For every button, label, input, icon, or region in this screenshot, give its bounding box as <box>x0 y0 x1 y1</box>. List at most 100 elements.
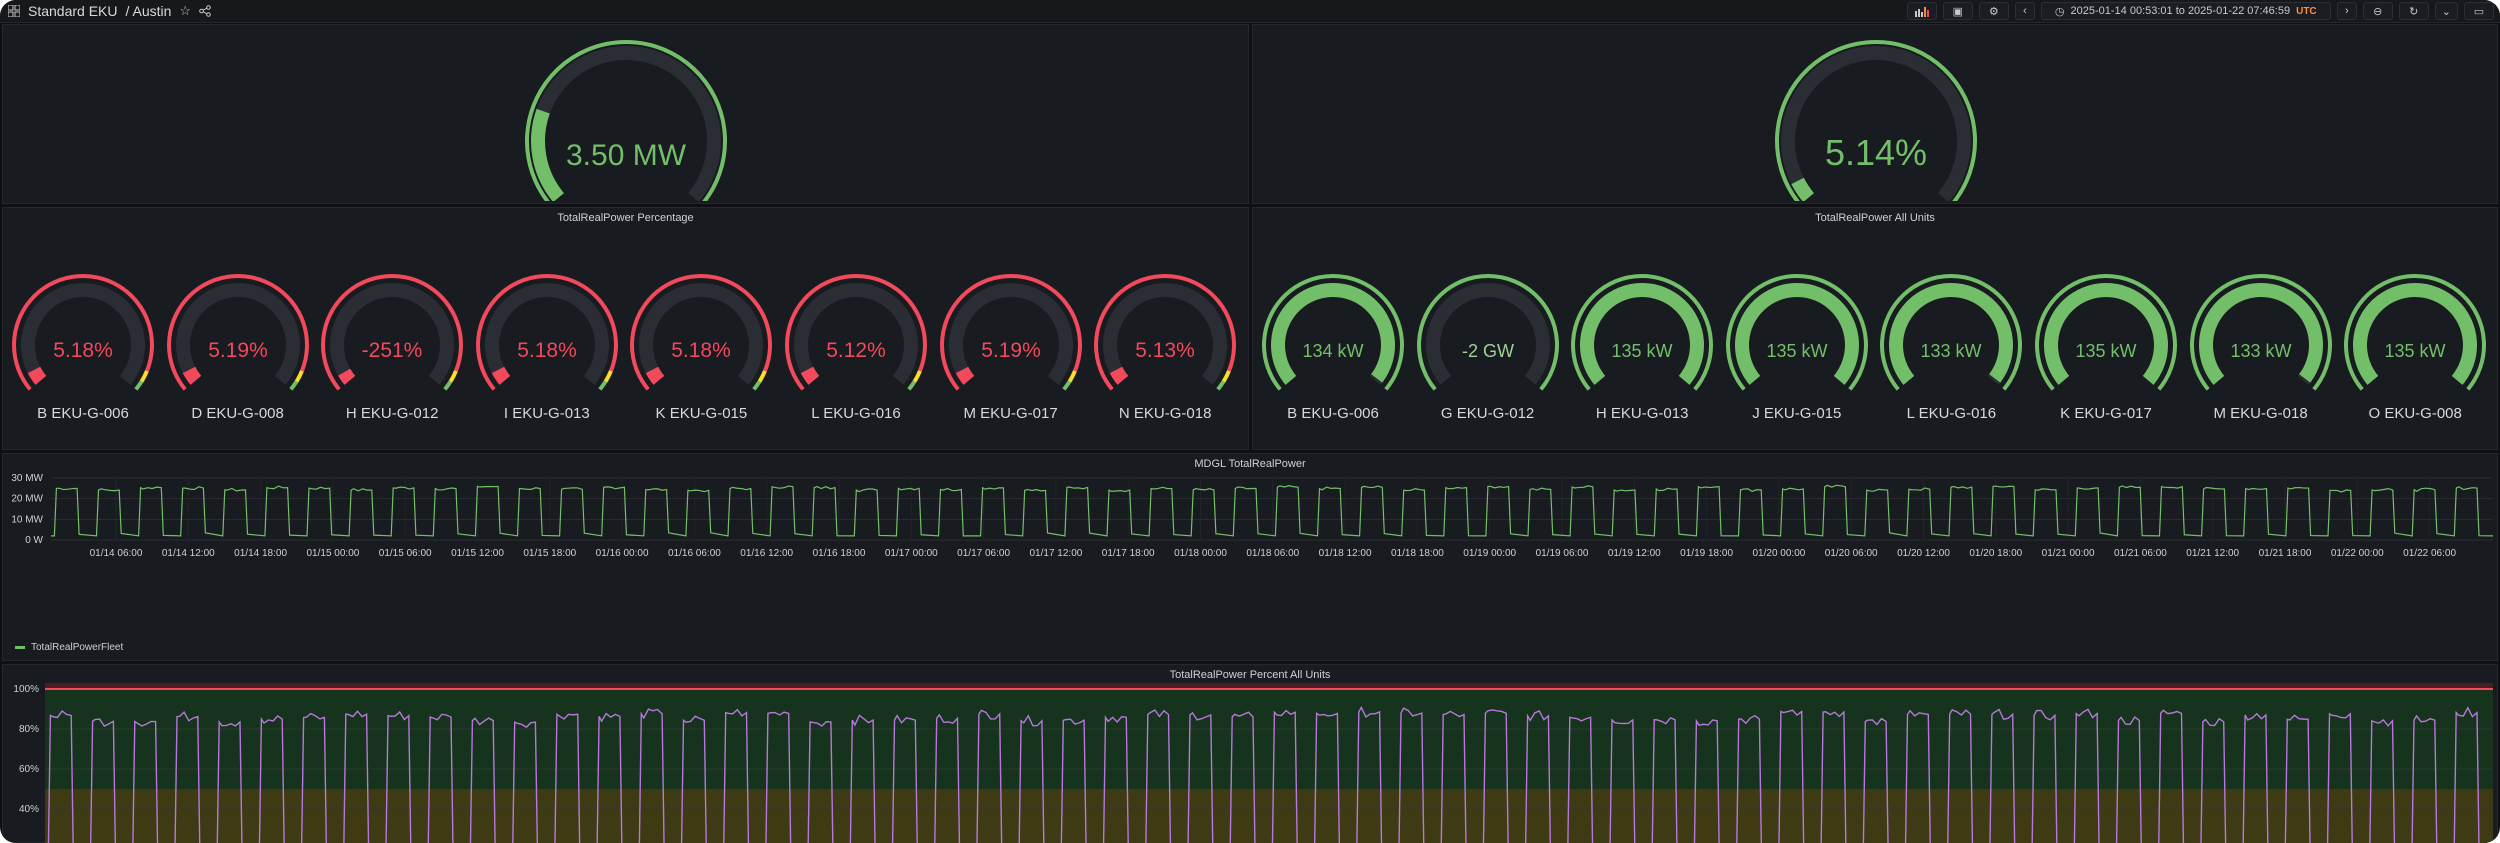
gauge-fill <box>2044 283 2168 385</box>
gauge-value: 135 kW <box>1612 341 1673 361</box>
x-tick-label: 01/18 06:00 <box>1246 548 1299 559</box>
x-tick-label: 01/20 00:00 <box>1752 548 1805 559</box>
gauge-track <box>1103 283 1228 385</box>
add-panel-button[interactable] <box>1906 2 1937 20</box>
percent-gauge-label: L EKU-G-016 <box>811 405 901 422</box>
time-range-picker[interactable]: ◷ 2025-01-14 00:53:01 to 2025-01-22 07:4… <box>2040 2 2331 20</box>
threshold-band-red <box>45 683 2493 689</box>
percent-gauge-label: K EKU-G-015 <box>655 405 748 422</box>
threshold-arc-red <box>630 274 773 391</box>
star-icon[interactable]: ☆ <box>179 3 192 18</box>
y-tick-label: 10 MW <box>11 514 43 525</box>
percent-gauge: 5.18% <box>630 274 773 391</box>
gauge-fill <box>2353 283 2478 385</box>
x-tick-label: 01/19 06:00 <box>1536 548 1589 559</box>
threshold-arc-red <box>166 274 309 391</box>
threshold-arc-green <box>288 380 298 391</box>
gauge-track <box>639 283 764 385</box>
x-tick-label: 01/17 18:00 <box>1102 548 1155 559</box>
refresh-button[interactable]: ↻ <box>2398 2 2429 20</box>
x-tick-label: 01/21 06:00 <box>2114 548 2167 559</box>
top-bar: Standard EKU / Austin ☆ ▣ ⚙ ‹ ◷ 2025-01-… <box>0 0 2500 23</box>
threshold-arc-green <box>907 380 917 391</box>
gauge-value: 5.19% <box>981 339 1041 362</box>
breadcrumb-dashboard[interactable]: / Austin <box>125 3 172 19</box>
all-units-panel-title: TotalRealPower All Units <box>1815 212 1935 224</box>
view-mode-button[interactable]: ▭ <box>2464 2 2494 20</box>
units-gauge: 134 kW <box>1262 274 1404 391</box>
units-gauge-label: O EKU-G-008 <box>2368 405 2462 422</box>
share-icon[interactable] <box>199 5 211 17</box>
settings-button[interactable]: ⚙ <box>1978 2 2009 20</box>
gauge-track <box>175 283 300 385</box>
units-gauge: 135 kW <box>1571 274 1714 391</box>
x-tick-label: 01/19 18:00 <box>1680 548 1733 559</box>
threshold-arc-green <box>134 380 144 391</box>
gauge-fill <box>1889 283 2014 385</box>
percent-gauge: 5.13% <box>1094 274 1237 391</box>
percent-all-units-panel: TotalRealPower Percent All Units 100% 80%… <box>2 664 2498 843</box>
percent-gauge: 5.18% <box>12 274 154 391</box>
gauge-fill <box>338 368 356 385</box>
gauge-value: -251% <box>362 339 423 362</box>
x-tick-label: 01/16 12:00 <box>740 548 793 559</box>
breadcrumb-folder[interactable]: Standard EKU <box>28 3 118 19</box>
gauge-value: 5.18% <box>517 339 577 362</box>
percent-gauge: 5.19% <box>939 274 1082 391</box>
fleet-power-legend[interactable]: TotalRealPowerFleet <box>15 642 123 653</box>
gauge-track <box>330 283 455 385</box>
fleet-power-title: MDGL TotalRealPower <box>1194 458 1306 470</box>
gauge-fill <box>2198 283 2323 385</box>
threshold-arc-red <box>939 274 1082 391</box>
total-power-gauge: 3.50 MW <box>525 40 727 201</box>
x-tick-label: 01/20 12:00 <box>1897 548 1950 559</box>
threshold-arc-green <box>1262 274 1404 391</box>
gauge-fill <box>27 366 47 385</box>
refresh-interval-dropdown[interactable]: ⌄ <box>2434 2 2458 20</box>
y-tick-label: 30 MW <box>11 473 43 484</box>
units-gauge: 133 kW <box>2189 274 2332 391</box>
series-line-percent <box>47 705 2480 843</box>
percent-gauge: 5.18% <box>475 274 618 391</box>
units-gauge: 135 kW <box>2035 274 2177 391</box>
gauge-value: 5.19% <box>208 339 268 362</box>
zoom-out-button[interactable]: ⊖ <box>2362 2 2393 20</box>
total-power-panel: 3.50 MW <box>2 24 1249 204</box>
x-tick-label: 01/15 12:00 <box>451 548 504 559</box>
threshold-band-yellow <box>45 789 2493 843</box>
series-line-fleet <box>51 484 2494 537</box>
threshold-band-green <box>45 689 2493 789</box>
chevron-down-icon: ⌄ <box>2441 5 2451 18</box>
gauge-value: -2 GW <box>1462 341 1514 361</box>
percent-all-units-chart: 100% 80% 60% 40% <box>13 683 2493 843</box>
time-back-button[interactable]: ‹ <box>2014 2 2035 20</box>
x-tick-label: 01/19 12:00 <box>1608 548 1661 559</box>
gauge-value: 5.13% <box>1135 339 1195 362</box>
save-dashboard-button[interactable]: ▣ <box>1942 2 1973 20</box>
dashboards-grid-icon[interactable] <box>8 5 20 17</box>
monitor-icon: ▭ <box>2473 5 2485 18</box>
all-units-panel: TotalRealPower All Units 134 kW B EKU-G-0… <box>1252 207 2498 450</box>
x-tick-label: 01/18 00:00 <box>1174 548 1227 559</box>
gauge-fill <box>1580 283 1705 385</box>
threshold-arc-yellow <box>912 370 922 383</box>
percentage-panel: TotalRealPower Percentage 5.18% B EKU-G-0… <box>2 207 1249 450</box>
x-tick-label: 01/15 00:00 <box>306 548 359 559</box>
time-forward-button[interactable]: › <box>2336 2 2357 20</box>
threshold-arc-red <box>12 274 154 391</box>
units-gauge-label: G EKU-G-012 <box>1440 405 1535 422</box>
y-tick-label: 0 W <box>25 535 43 546</box>
threshold-arc-green <box>598 380 608 391</box>
gauge-fill <box>955 366 974 385</box>
y-tick-label: 80% <box>19 724 39 735</box>
percent-gauge: 5.12% <box>785 274 927 391</box>
legend-series-name: TotalRealPowerFleet <box>31 642 124 653</box>
threshold-arc-green <box>2035 274 2177 391</box>
chevron-left-icon: ‹ <box>2022 5 2027 17</box>
gauge-track <box>21 283 145 385</box>
x-tick-label: 01/14 06:00 <box>90 548 143 559</box>
x-tick-label: 01/16 00:00 <box>596 548 649 559</box>
x-tick-label: 01/19 00:00 <box>1463 548 1516 559</box>
x-tick-label: 01/22 06:00 <box>2403 548 2456 559</box>
gauge-value: 135 kW <box>2075 341 2136 361</box>
